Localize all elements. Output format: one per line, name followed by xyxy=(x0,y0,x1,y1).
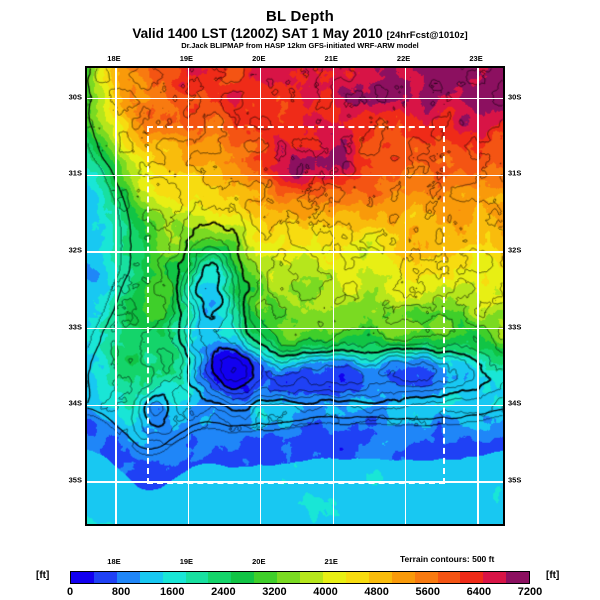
map-plot-area[interactable] xyxy=(85,66,505,526)
lon-tick-top: 23E xyxy=(469,54,483,63)
colorbar-swatch xyxy=(93,572,117,583)
graticule-parallel xyxy=(87,251,503,253)
page-title: BL Depth xyxy=(266,8,334,25)
validity-subtitle: Valid 1400 LST (1200Z) SAT 1 May 2010 [2… xyxy=(0,26,600,41)
lat-tick-left: 33S xyxy=(68,322,82,332)
lon-tick-top: 22E xyxy=(396,54,411,63)
colorbar-swatch xyxy=(483,572,507,583)
colorbar-swatch xyxy=(208,572,232,583)
lon-tick-bottom: 20E xyxy=(252,557,266,566)
lat-tick-right: 35S xyxy=(508,475,522,485)
colorbar-tick-label: 6400 xyxy=(466,586,492,598)
lat-tick-right: 32S xyxy=(508,245,522,255)
graticule-meridian xyxy=(260,68,262,524)
colorbar-swatch xyxy=(391,572,415,583)
colorbar-tick-label: 5600 xyxy=(415,586,441,598)
lat-tick-right: 33S xyxy=(508,322,522,332)
colorbar-tick-label: 1600 xyxy=(159,586,185,598)
colorbar-swatch xyxy=(414,572,438,583)
lat-tick-left: 35S xyxy=(68,475,82,485)
colorbar-swatch xyxy=(368,572,392,583)
colorbar-swatch xyxy=(322,572,346,583)
graticule-meridian xyxy=(187,68,190,524)
lat-tick-left: 34S xyxy=(68,398,82,408)
colorbar-swatch xyxy=(506,572,530,583)
colorbar-units-left: [ft] xyxy=(36,570,50,581)
lon-tick-bottom: 21E xyxy=(324,557,338,566)
colorbar-swatch xyxy=(139,572,163,583)
graticule-meridian xyxy=(115,68,117,524)
colorbar-tick-label: 2400 xyxy=(211,586,236,598)
lat-tick-right: 30S xyxy=(508,92,522,102)
colorbar-swatch xyxy=(71,572,94,583)
colorbar[interactable] xyxy=(70,571,530,584)
colorbar-units-right: [ft] xyxy=(546,570,560,581)
lat-tick-left: 30S xyxy=(68,92,82,102)
terrain-contour-note: Terrain contours: 500 ft xyxy=(400,554,495,564)
colorbar-tick-label: 4800 xyxy=(364,586,389,598)
lon-tick-top: 19E xyxy=(179,54,194,63)
graticule-parallel xyxy=(87,327,503,330)
lon-tick-top: 21E xyxy=(324,54,338,63)
lat-tick-right: 34S xyxy=(508,398,522,408)
colorbar-tick-label: 800 xyxy=(111,586,131,598)
colorbar-swatch xyxy=(116,572,140,583)
lon-tick-bottom: 18E xyxy=(107,557,121,566)
validity-text: Valid 1400 LST (1200Z) SAT 1 May 2010 xyxy=(132,26,383,41)
colorbar-tick-label: 7200 xyxy=(517,586,543,598)
model-credit: Dr.Jack BLIPMAP from HASP 12km GFS-initi… xyxy=(181,41,419,50)
subdomain-box xyxy=(147,125,445,484)
lat-tick-right: 31S xyxy=(508,168,522,178)
colorbar-swatch xyxy=(162,572,186,583)
graticule-meridian xyxy=(332,68,334,524)
colorbar-swatch xyxy=(460,572,484,583)
graticule-parallel xyxy=(87,404,503,407)
colorbar-swatch xyxy=(300,572,323,583)
lon-tick-top: 20E xyxy=(252,54,266,63)
colorbar-swatch xyxy=(345,572,369,583)
lat-tick-left: 31S xyxy=(68,168,82,178)
lat-tick-left: 32S xyxy=(68,245,82,255)
graticule-parallel xyxy=(87,97,503,100)
colorbar-swatch xyxy=(185,572,209,583)
lon-tick-bottom: 19E xyxy=(179,557,194,566)
graticule-parallel xyxy=(87,174,503,177)
colorbar-swatch xyxy=(437,572,461,583)
graticule-meridian xyxy=(477,68,479,524)
forecast-tag: [24hrFcst@1010z] xyxy=(386,30,468,41)
bl-depth-heatmap xyxy=(87,68,503,524)
colorbar-tick-label: 4000 xyxy=(313,586,338,598)
colorbar-swatch xyxy=(231,572,255,583)
colorbar-swatch xyxy=(277,572,301,583)
lon-tick-top: 18E xyxy=(107,54,121,63)
graticule-meridian xyxy=(404,68,407,524)
colorbar-swatch xyxy=(254,572,278,583)
colorbar-tick-label: 0 xyxy=(66,586,74,598)
colorbar-tick-label: 3200 xyxy=(262,586,287,598)
